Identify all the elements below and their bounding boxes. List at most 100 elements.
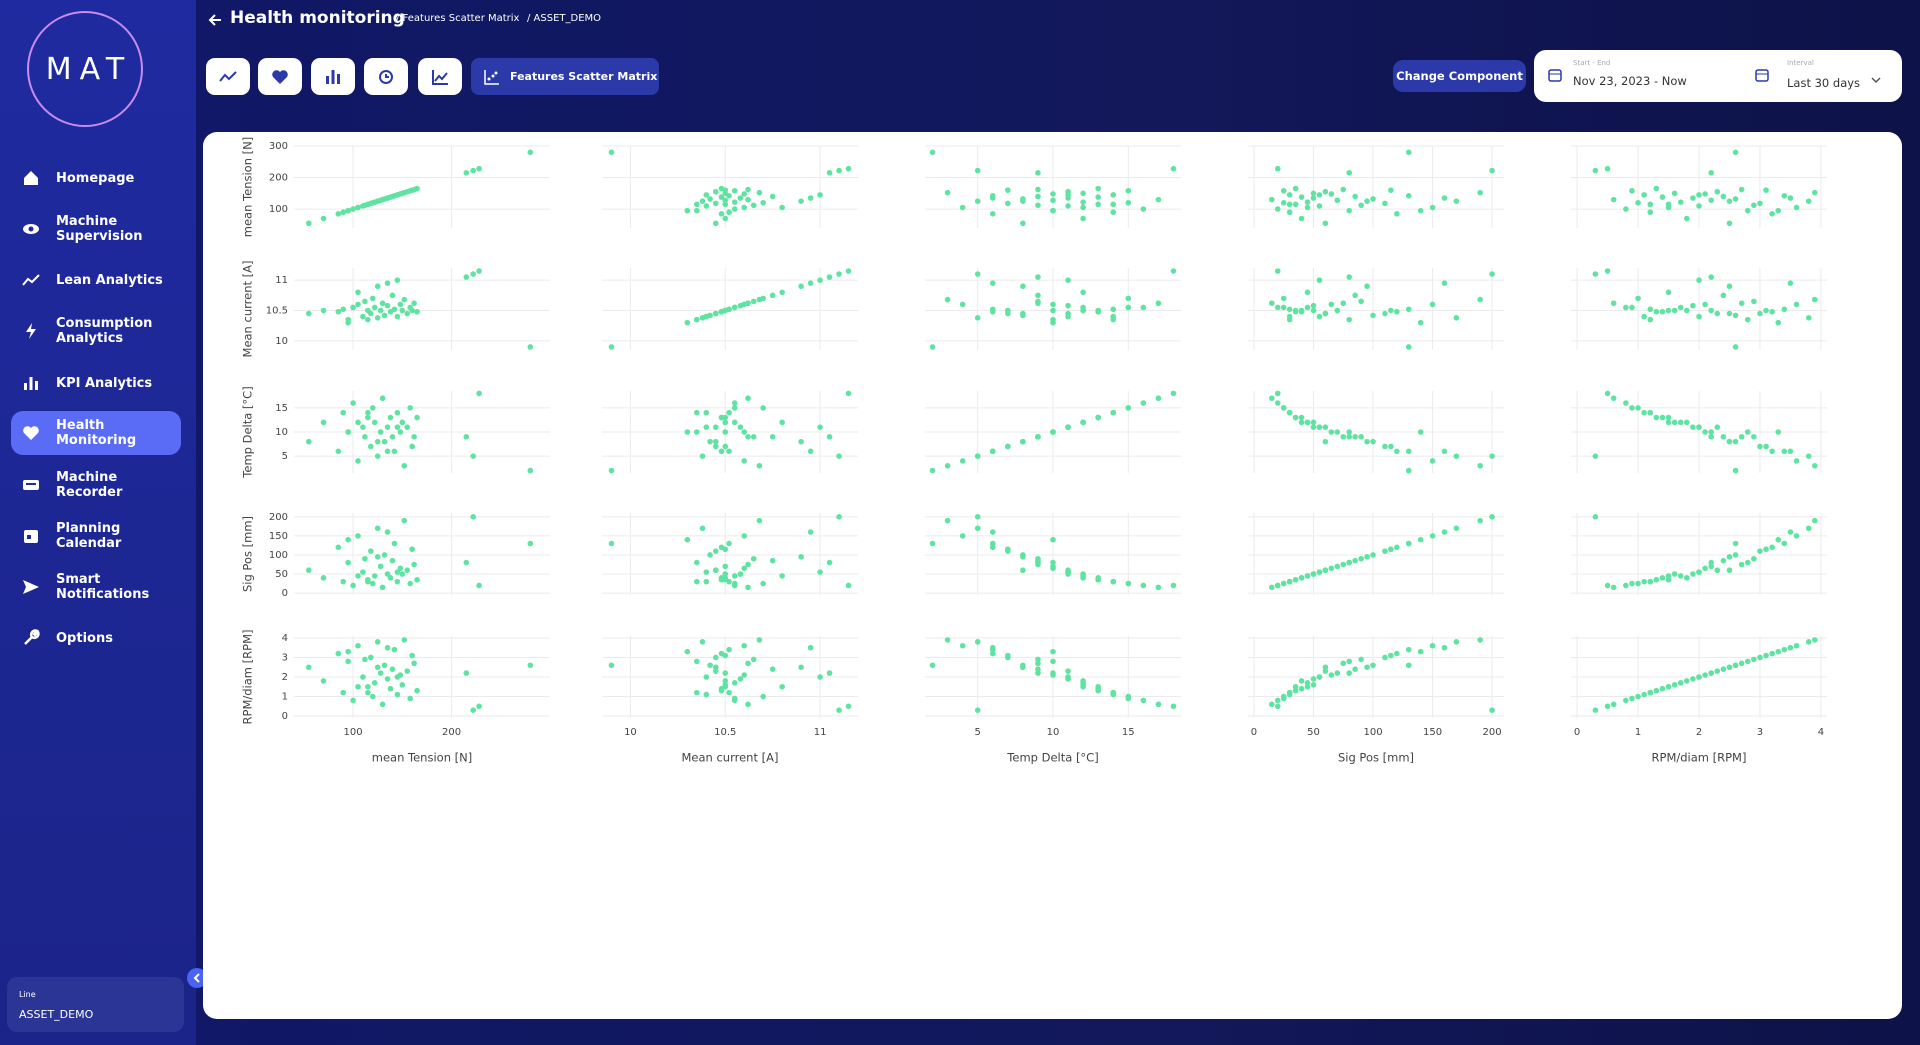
scatter-point <box>1358 298 1364 305</box>
scatter-point <box>1665 573 1672 579</box>
toolbar-button[interactable] <box>364 58 408 95</box>
scatter-point <box>722 429 729 435</box>
date-picker[interactable]: Start - End Nov 23, 2023 - Now Interval … <box>1534 50 1902 102</box>
scatter-point <box>731 206 738 212</box>
scatter-point <box>826 170 833 176</box>
scatter-point <box>1805 639 1812 645</box>
nav-item[interactable]: Smart Notifications <box>11 565 181 609</box>
nav-item[interactable]: Planning Calendar <box>11 514 181 558</box>
scatter-point <box>1352 666 1358 672</box>
scatter-point <box>1394 544 1400 551</box>
nav-label: Options <box>56 630 113 646</box>
scatter-point <box>476 703 482 710</box>
scatter-point <box>368 548 374 554</box>
scatter-point <box>1316 277 1323 283</box>
toolbar-button[interactable] <box>311 58 355 95</box>
scatter-point <box>1732 552 1739 558</box>
nav-item[interactable]: Homepage <box>11 156 181 200</box>
scatter-point <box>1405 306 1412 313</box>
scatter-point <box>1286 209 1293 216</box>
scatter-point <box>944 296 951 303</box>
scatter-point <box>1334 429 1341 435</box>
scatter-point <box>1310 571 1317 577</box>
scatter-point <box>712 548 719 554</box>
scatter-point <box>1677 419 1684 426</box>
scatter-point <box>1382 310 1388 317</box>
scatter-point <box>712 654 719 661</box>
scatter-point <box>374 525 381 532</box>
scatter-point <box>1714 567 1721 574</box>
scatter-point <box>1269 701 1275 708</box>
scatter-point <box>741 565 748 572</box>
scatter-point <box>1065 277 1071 283</box>
scatter-point <box>1405 344 1412 350</box>
scatter-point <box>1316 192 1323 198</box>
scatter-point <box>1417 648 1424 655</box>
scatter-point <box>608 467 615 474</box>
scatter-point <box>1671 571 1678 577</box>
nav-item[interactable]: Consumption Analytics <box>11 309 181 353</box>
scatter-point <box>779 419 785 426</box>
scatter-point <box>1080 204 1086 211</box>
line-selector[interactable]: Line ASSET_DEMO <box>7 977 184 1032</box>
scatter-point <box>1635 580 1641 587</box>
scatter-point <box>1775 648 1782 655</box>
change-component-button[interactable]: Change Component <box>1393 60 1526 92</box>
scatter-point <box>1696 277 1702 283</box>
scatter-point <box>1125 199 1132 206</box>
scatter-point <box>1720 434 1727 440</box>
nav-item[interactable]: Lean Analytics <box>11 258 181 302</box>
scatter-point <box>737 571 744 577</box>
scatter-point <box>1310 195 1317 201</box>
scatter-point <box>722 546 729 553</box>
scatter-point <box>756 517 763 524</box>
scatter-point <box>463 559 470 566</box>
scatter-point <box>411 434 417 440</box>
nav-item[interactable]: Health Monitoring <box>11 411 181 455</box>
scatter-point <box>411 300 417 307</box>
scatter-point <box>377 307 384 314</box>
nav-item[interactable]: Machine Supervision <box>11 207 181 251</box>
scatter-point <box>1677 199 1684 205</box>
line-label: Line <box>19 990 36 999</box>
scatter-point <box>355 573 361 579</box>
scatter-point <box>974 453 981 459</box>
scatter-point <box>1080 307 1086 314</box>
scatter-point <box>769 666 776 672</box>
toolbar-button[interactable] <box>418 58 462 95</box>
scatter-point <box>1050 672 1056 678</box>
scatter-point <box>320 215 327 222</box>
scatter-point <box>959 301 966 308</box>
nav-icon <box>23 580 39 594</box>
scatter-point <box>1720 557 1727 564</box>
collapse-button[interactable] <box>187 968 207 988</box>
nav-item[interactable]: Machine Recorder <box>11 463 181 507</box>
scatter-point <box>1477 462 1483 469</box>
y-tick-label: 200 <box>269 173 288 184</box>
scatter-point <box>1382 548 1388 554</box>
nav-item[interactable]: Options <box>11 616 181 660</box>
scatter-point <box>703 203 710 209</box>
scatter-point <box>1382 200 1388 207</box>
back-arrow[interactable] <box>207 12 223 28</box>
scatter-point <box>1316 569 1323 575</box>
toolbar-button[interactable] <box>206 58 250 95</box>
scatter-point <box>756 637 763 643</box>
toolbar-button[interactable] <box>258 58 302 95</box>
scatter-point <box>1328 191 1335 197</box>
scatter-point <box>718 308 725 315</box>
scatter-point <box>1702 672 1708 678</box>
scatter-point <box>1641 691 1647 698</box>
scatter-point <box>959 642 966 649</box>
scatter-point <box>369 580 376 587</box>
y-axis-title: RPM/diam [RPM] <box>241 630 255 725</box>
scatter-point <box>1812 296 1818 303</box>
scatter-point <box>1684 307 1690 314</box>
scatter-point <box>1346 429 1353 435</box>
scatter-point <box>712 664 719 671</box>
active-tab[interactable]: Features Scatter Matrix <box>471 58 659 95</box>
scatter-point <box>779 289 785 296</box>
nav-item[interactable]: KPI Analytics <box>11 361 181 405</box>
scatter-point <box>1269 584 1275 591</box>
scatter-point <box>1635 199 1641 206</box>
